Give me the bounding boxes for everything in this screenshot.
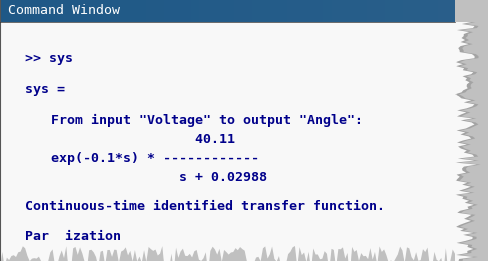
- Text: s + 0.02988: s + 0.02988: [35, 171, 266, 184]
- Text: Par  ization: Par ization: [25, 230, 121, 243]
- Polygon shape: [454, 22, 476, 261]
- Text: sys =: sys =: [25, 83, 65, 96]
- Polygon shape: [0, 246, 454, 261]
- Text: Command Window: Command Window: [8, 4, 120, 17]
- Polygon shape: [456, 22, 480, 261]
- Bar: [0, 0, 454, 22]
- Text: From input "Voltage" to output "Angle":: From input "Voltage" to output "Angle":: [35, 114, 362, 127]
- Text: exp(-0.1*s) * ------------: exp(-0.1*s) * ------------: [35, 152, 259, 165]
- Polygon shape: [0, 251, 454, 261]
- Text: Continuous-time identified transfer function.: Continuous-time identified transfer func…: [25, 200, 384, 213]
- Text: >> sys: >> sys: [25, 52, 73, 65]
- Text: 40.11: 40.11: [35, 133, 235, 146]
